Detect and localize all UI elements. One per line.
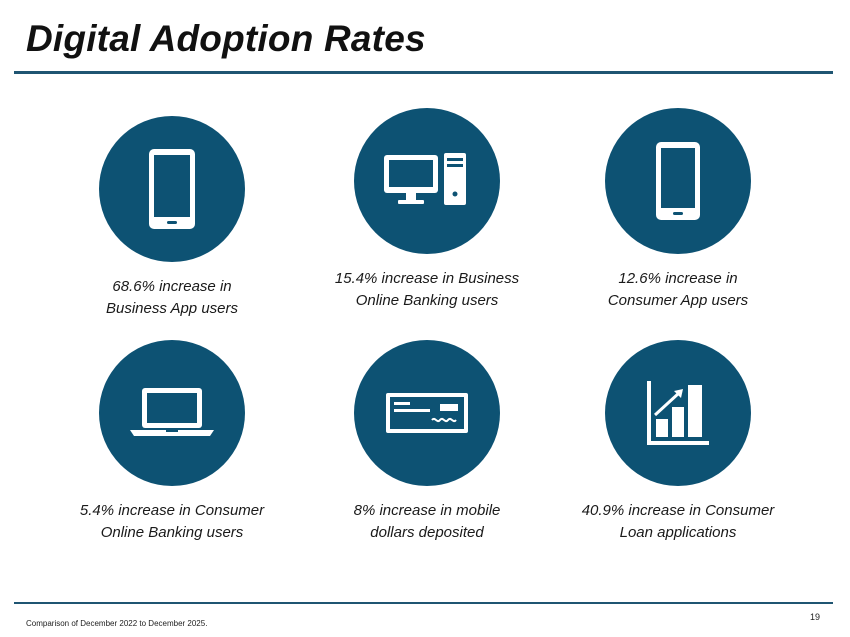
stat-tile-consumer-app: 12.6% increase in Consumer App users — [548, 108, 808, 312]
stat-caption: 8% increase in mobile dollars deposited — [353, 502, 501, 541]
icon-circle — [354, 340, 500, 486]
stat-caption: 5.4% increase in Consumer Online Banking… — [79, 502, 265, 541]
icon-circle — [99, 340, 245, 486]
icon-circle — [605, 108, 751, 254]
check-icon — [386, 393, 468, 433]
stat-tile-consumer-online-banking: 5.4% increase in Consumer Online Banking… — [42, 340, 302, 544]
footer-divider — [14, 602, 833, 604]
stat-tile-business-online-banking: 15.4% increase in Business Online Bankin… — [297, 108, 557, 312]
icon-circle — [354, 108, 500, 254]
stat-caption: 68.6% increase in Business App users — [105, 278, 238, 317]
desktop-computer-icon — [384, 153, 466, 205]
footnote: Comparison of December 2022 to December … — [26, 619, 208, 628]
page-title: Digital Adoption Rates — [26, 18, 426, 59]
icon-circle — [605, 340, 751, 486]
smartphone-icon — [656, 142, 700, 220]
smartphone-icon — [149, 149, 195, 229]
stat-tile-consumer-loan-applications: 40.9% increase in Consumer Loan applicat… — [548, 340, 808, 544]
stat-caption: 12.6% increase in Consumer App users — [607, 270, 749, 309]
stat-caption: 40.9% increase in Consumer Loan applicat… — [581, 502, 775, 541]
stat-tile-mobile-deposits: 8% increase in mobile dollars deposited — [297, 340, 557, 544]
stat-caption: 15.4% increase in Business Online Bankin… — [334, 270, 520, 309]
laptop-icon — [130, 388, 214, 436]
page-number: 19 — [809, 612, 820, 622]
growth-chart-icon — [647, 381, 709, 445]
title-divider — [14, 71, 833, 74]
icon-circle — [99, 116, 245, 262]
stat-tile-business-app: 68.6% increase in Business App users — [42, 116, 302, 320]
